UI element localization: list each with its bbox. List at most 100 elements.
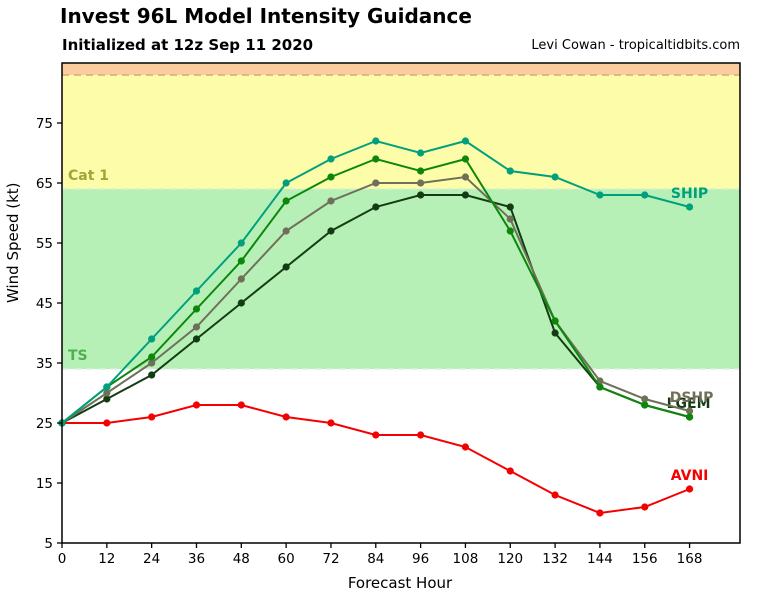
x-tick-label-108: 108 (453, 551, 479, 567)
y-tick-label-45: 45 (36, 296, 53, 312)
series-point-DSHP-h24 (148, 359, 156, 367)
x-tick-label-120: 120 (497, 551, 523, 567)
series-point-LGEM-h120 (506, 203, 514, 211)
series-point-SHIP-h120 (506, 167, 514, 175)
chart-subtitle: Initialized at 12z Sep 11 2020 (62, 36, 314, 54)
series-point-DSHP-h108 (461, 173, 470, 181)
series-point-AVNI-h144 (596, 509, 604, 517)
series-point-DSHP-h72 (327, 197, 335, 205)
series-label-AVNI: AVNI (671, 468, 709, 484)
series-point-DSHP-h156 (641, 395, 649, 403)
series-point-DSHP-h36 (192, 323, 201, 331)
series-point-SHIP-h72 (327, 155, 335, 163)
series-point-LGEM-h96 (417, 191, 425, 199)
series-point-green-3-h108 (461, 155, 470, 163)
series-point-LGEM-h132 (551, 329, 559, 337)
x-tick-label-168: 168 (677, 551, 703, 567)
x-tick-label-12: 12 (98, 551, 115, 567)
series-point-DSHP-h48 (237, 275, 245, 283)
series-point-green-3-h144 (596, 383, 604, 391)
series-point-AVNI-h120 (506, 467, 514, 475)
series-label-DSHP: DSHP (670, 390, 714, 406)
series-point-green-3-h60 (282, 197, 290, 205)
threshold-label-1: Cat 1 (68, 168, 109, 184)
x-tick-label-36: 36 (188, 551, 205, 567)
y-tick-label-5: 5 (44, 536, 53, 552)
series-point-SHIP-h12 (103, 383, 111, 391)
x-tick-label-132: 132 (542, 551, 568, 567)
series-point-green-3-h132 (551, 317, 559, 325)
series-point-AVNI-h96 (417, 431, 425, 439)
series-point-SHIP-h108 (461, 137, 470, 145)
series-point-LGEM-h72 (327, 227, 335, 235)
series-point-green-3-h72 (327, 173, 335, 181)
x-axis-label: Forecast Hour (347, 574, 453, 592)
series-point-SHIP-h144 (596, 191, 604, 199)
credit-text: Levi Cowan - tropicaltidbits.com (531, 38, 740, 53)
x-tick-label-96: 96 (412, 551, 429, 567)
series-point-SHIP-h60 (282, 179, 290, 187)
series-point-SHIP-h24 (148, 335, 156, 343)
series-point-AVNI-h132 (551, 491, 559, 499)
series-point-DSHP-h168 (685, 407, 694, 415)
series-point-SHIP-h48 (237, 239, 245, 247)
series-point-SHIP-h96 (417, 149, 425, 157)
series-point-green-3-h168 (685, 413, 694, 421)
series-point-LGEM-h60 (282, 263, 290, 271)
category-band-3 (62, 63, 740, 75)
series-point-SHIP-h132 (551, 173, 559, 181)
series-point-DSHP-h120 (506, 215, 514, 223)
series-point-DSHP-h60 (282, 227, 290, 235)
series-point-green-3-h96 (417, 167, 425, 175)
x-tick-label-156: 156 (632, 551, 658, 567)
series-point-DSHP-h12 (103, 389, 111, 397)
series-point-LGEM-h84 (372, 203, 380, 211)
category-band-1 (62, 189, 740, 369)
x-tick-label-84: 84 (367, 551, 384, 567)
y-tick-label-65: 65 (36, 176, 53, 192)
series-point-AVNI-h36 (192, 401, 201, 409)
series-point-SHIP-h168 (685, 203, 694, 211)
series-point-SHIP-h36 (192, 287, 201, 295)
series-point-AVNI-h168 (685, 485, 694, 493)
series-point-AVNI-h48 (237, 401, 245, 409)
series-point-AVNI-h60 (282, 413, 290, 421)
y-tick-label-55: 55 (36, 236, 53, 252)
x-tick-label-24: 24 (143, 551, 160, 567)
series-point-LGEM-h12 (103, 395, 111, 403)
x-tick-label-0: 0 (58, 551, 67, 567)
x-tick-label-60: 60 (278, 551, 295, 567)
series-point-green-3-h24 (148, 353, 156, 361)
series-point-AVNI-h108 (461, 443, 470, 451)
series-point-DSHP-h84 (372, 179, 380, 187)
threshold-label-0: TS (68, 348, 88, 364)
series-point-green-3-h120 (506, 227, 514, 235)
series-point-AVNI-h84 (372, 431, 380, 439)
y-tick-label-35: 35 (36, 356, 53, 372)
series-label-SHIP: SHIP (671, 186, 708, 202)
series-point-AVNI-h156 (641, 503, 649, 511)
chart-title: Invest 96L Model Intensity Guidance (60, 4, 472, 28)
category-band-2 (62, 75, 740, 189)
category-band-0 (62, 369, 740, 543)
y-tick-label-15: 15 (36, 476, 53, 492)
series-point-AVNI-h12 (103, 419, 111, 427)
series-point-LGEM-h108 (461, 191, 470, 199)
series-point-LGEM-h24 (148, 371, 156, 379)
series-point-LGEM-h48 (237, 299, 245, 307)
series-point-DSHP-h96 (417, 179, 425, 187)
series-point-green-3-h84 (372, 155, 380, 163)
series-point-SHIP-h84 (372, 137, 380, 145)
x-tick-label-144: 144 (587, 551, 613, 567)
series-point-LGEM-h36 (192, 335, 201, 343)
series-point-AVNI-h72 (327, 419, 335, 427)
y-tick-label-25: 25 (36, 416, 53, 432)
series-point-green-3-h48 (237, 257, 245, 265)
series-point-SHIP-h156 (641, 191, 649, 199)
series-point-AVNI-h24 (148, 413, 156, 421)
x-tick-label-72: 72 (322, 551, 339, 567)
series-point-green-3-h36 (192, 305, 201, 313)
y-tick-label-75: 75 (36, 116, 53, 132)
